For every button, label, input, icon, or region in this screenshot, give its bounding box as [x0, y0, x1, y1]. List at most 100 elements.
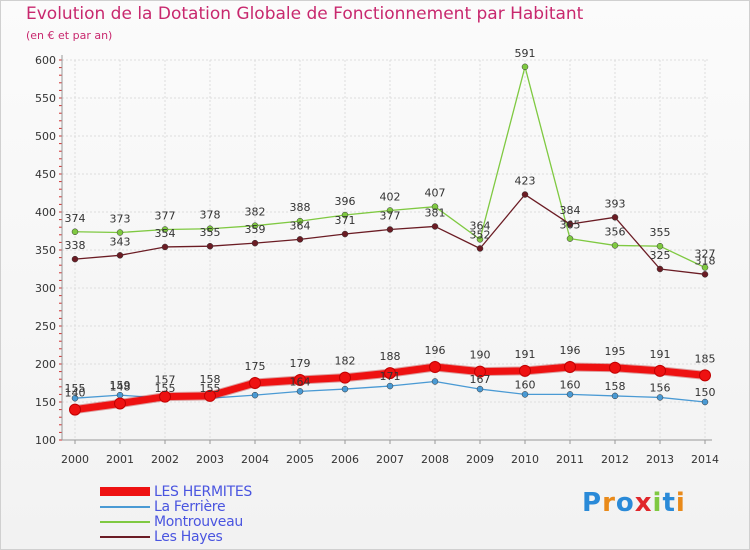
data-point [521, 391, 529, 398]
data-label: 338 [65, 239, 86, 252]
data-label: 167 [470, 373, 491, 386]
series-layer [69, 63, 711, 416]
data-point [116, 252, 124, 259]
data-point [431, 378, 439, 385]
data-point [431, 203, 439, 210]
data-point [341, 385, 349, 393]
legend-label: La Ferrière [154, 498, 226, 515]
logo-letter: o [615, 488, 635, 518]
data-point [656, 265, 664, 273]
data-point [114, 397, 126, 410]
x-tick-label: 2014 [691, 453, 719, 466]
data-point [341, 211, 349, 219]
chart-subtitle: (en € et par an) [26, 29, 113, 42]
legend-swatch [100, 487, 150, 496]
data-label: 175 [245, 360, 266, 373]
data-label: 388 [290, 201, 311, 214]
x-tick-label: 2013 [646, 453, 674, 466]
data-point [431, 223, 439, 230]
data-label: 591 [515, 47, 536, 60]
data-label: 160 [515, 378, 536, 391]
data-point [654, 364, 666, 377]
data-point [339, 371, 351, 384]
series-montrouveau [71, 63, 709, 271]
data-point [161, 243, 169, 251]
data-label: 365 [560, 219, 581, 232]
data-label: 364 [470, 219, 491, 232]
x-tick-label: 2008 [421, 453, 449, 466]
data-label: 191 [515, 348, 536, 361]
data-label: 393 [605, 197, 626, 210]
y-tick-label: 300 [35, 282, 56, 295]
y-tick-label: 250 [35, 320, 56, 333]
data-point [429, 361, 441, 374]
data-label: 327 [695, 247, 716, 260]
data-label: 164 [290, 375, 311, 388]
proxiti-logo: Proxiti [582, 488, 686, 518]
x-tick-label: 2005 [286, 453, 314, 466]
data-point [161, 226, 169, 233]
logo-letter: t [662, 488, 676, 518]
data-label: 407 [425, 187, 446, 200]
data-point [384, 367, 396, 380]
data-point [701, 398, 709, 406]
data-point [701, 271, 709, 278]
data-point [251, 222, 259, 229]
data-point [249, 377, 261, 389]
legend-item: Les Hayes [100, 529, 252, 544]
data-point [204, 389, 216, 402]
data-point [611, 242, 619, 249]
data-point [564, 361, 576, 374]
legend-item: LES HERMITES [100, 484, 252, 499]
data-label: 150 [695, 386, 716, 399]
data-label: 356 [605, 225, 626, 238]
data-label: 377 [155, 209, 176, 222]
y-tick-label: 350 [35, 244, 56, 257]
data-point [476, 236, 484, 243]
data-label: 318 [695, 254, 716, 267]
data-label: 382 [245, 206, 266, 219]
data-label: 402 [380, 190, 401, 203]
data-label: 185 [695, 352, 716, 365]
x-tick-label: 2011 [556, 453, 584, 466]
data-point [159, 390, 171, 403]
y-tick-label: 500 [35, 130, 56, 143]
data-label: 384 [560, 204, 581, 217]
legend-item: La Ferrière [100, 499, 252, 514]
data-label: 158 [605, 380, 626, 393]
series-les-hermites [69, 361, 711, 416]
data-label: 156 [650, 381, 671, 394]
data-label: 374 [65, 212, 86, 225]
data-point [566, 235, 574, 242]
x-tick-label: 2003 [196, 453, 224, 466]
data-label: 182 [335, 355, 356, 368]
data-label: 364 [290, 219, 311, 232]
data-point [701, 264, 709, 271]
y-tick-label: 450 [35, 168, 56, 181]
data-label: 160 [560, 378, 581, 391]
data-label: 191 [650, 348, 671, 361]
data-label: 354 [155, 227, 176, 240]
data-label: 188 [380, 350, 401, 363]
data-label: 371 [335, 214, 356, 227]
legend-swatch [100, 520, 150, 523]
data-point [386, 226, 394, 233]
data-point [521, 63, 529, 71]
data-point [521, 191, 529, 198]
data-point [476, 385, 484, 393]
data-point [206, 242, 214, 250]
data-label: 196 [425, 344, 446, 357]
data-point [116, 229, 124, 236]
y-tick-label: 150 [35, 396, 56, 409]
data-point [519, 364, 531, 377]
legend-swatch [100, 505, 150, 508]
data-point [296, 217, 304, 225]
legend-item: Montrouveau [100, 514, 252, 529]
legend-label: Les Hayes [154, 528, 223, 545]
axes: 100 150 200 250 300 350 400 450 500 550 600 2000 200… [35, 54, 719, 466]
logo-letter: i [675, 488, 686, 518]
logo-letter: x [634, 488, 653, 518]
data-point [294, 373, 306, 386]
data-point [69, 403, 81, 416]
